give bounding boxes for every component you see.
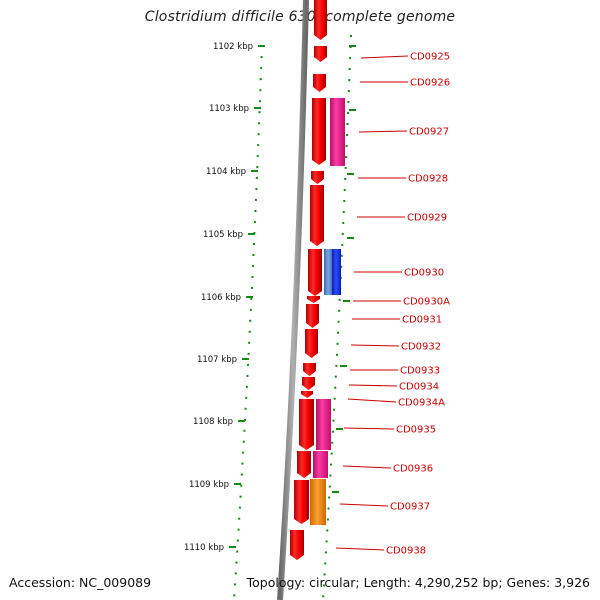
gene-arrow[interactable] <box>303 363 316 376</box>
label-leader-line <box>350 344 400 347</box>
scale-tick-label: 1105 kbp <box>203 230 243 240</box>
gene-label[interactable]: CD0929 <box>407 213 447 224</box>
gene-arrow[interactable] <box>294 480 309 524</box>
gene-label[interactable]: CD0930A <box>403 297 450 308</box>
gene-label[interactable]: CD0934A <box>398 398 445 409</box>
label-leader-lines <box>335 55 409 551</box>
gene-arrow[interactable] <box>308 249 322 296</box>
gene-label[interactable]: CD0930 <box>404 268 444 279</box>
gene-arrow[interactable] <box>312 98 326 165</box>
scale-tick-label: 1109 kbp <box>189 480 229 490</box>
gene-arrow[interactable] <box>311 171 324 184</box>
gene-arrow[interactable] <box>307 296 320 303</box>
gene-arrow[interactable] <box>314 46 327 62</box>
map-title: Clostridium difficile 630, complete geno… <box>144 9 456 25</box>
label-leader-line <box>342 465 392 469</box>
gene-block[interactable] <box>316 399 331 450</box>
gene-label[interactable]: CD0933 <box>400 366 440 377</box>
scale-tick-label: 1104 kbp <box>206 167 246 177</box>
genome-summary-text: Topology: circular; Length: 4,290,252 bp… <box>246 575 590 590</box>
scale-ticks: 1102 kbp 1103 kbp 1104 kbp 1105 kbp 1106 kbp… <box>184 42 265 553</box>
gene-block[interactable] <box>332 249 341 295</box>
gene-block[interactable] <box>310 479 326 525</box>
accession-text: Accession: NC_009089 <box>9 575 152 590</box>
gene-label[interactable]: CD0936 <box>393 464 433 475</box>
gene-block[interactable] <box>324 249 333 295</box>
label-leader-line <box>343 427 395 430</box>
gene-label[interactable]: CD0927 <box>409 127 449 138</box>
gene-arrow[interactable] <box>313 74 326 92</box>
gene-arrow[interactable] <box>310 185 324 246</box>
label-leader-line <box>348 384 398 387</box>
scale-tick-label: 1102 kbp <box>213 42 253 52</box>
genome-backbone <box>277 0 309 600</box>
gene-label[interactable]: CD0931 <box>402 315 442 326</box>
gene-arrow[interactable] <box>290 530 304 560</box>
scale-tick-label: 1103 kbp <box>209 104 249 114</box>
gene-arrow[interactable] <box>302 377 315 390</box>
inner-ring-ticks <box>332 45 356 493</box>
gene-label[interactable]: CD0928 <box>408 174 448 185</box>
gene-label[interactable]: CD0934 <box>399 382 439 393</box>
label-leader-line <box>360 55 409 59</box>
label-leader-line <box>358 130 408 133</box>
gene-arrow[interactable] <box>301 391 313 398</box>
gene-arrow[interactable] <box>314 0 327 40</box>
gene-label[interactable]: CD0932 <box>401 342 441 353</box>
scale-tick-label: 1106 kbp <box>201 293 241 303</box>
scale-tick-label: 1107 kbp <box>197 355 237 365</box>
gene-label[interactable]: CD0937 <box>390 502 430 513</box>
gene-label[interactable]: CD0925 <box>410 52 450 63</box>
label-leader-line <box>347 398 397 403</box>
gene-arrow[interactable] <box>299 399 314 450</box>
label-leader-line <box>339 503 389 507</box>
gene-labels: CD0925 CD0926 CD0927 CD0928 CD0929 CD0930 CD09… <box>386 52 450 557</box>
gene-arrow[interactable] <box>305 329 318 358</box>
gene-arrow[interactable] <box>306 304 319 328</box>
gene-block[interactable] <box>313 451 328 478</box>
gene-label[interactable]: CD0935 <box>396 425 436 436</box>
gene-features <box>290 0 345 560</box>
outer-scale-ring <box>233 44 263 600</box>
scale-tick-label: 1108 kbp <box>193 417 233 427</box>
gene-label[interactable]: CD0926 <box>410 78 450 89</box>
gene-block[interactable] <box>330 98 345 166</box>
label-leader-line <box>335 547 385 551</box>
scale-tick-label: 1110 kbp <box>184 543 224 553</box>
gene-label[interactable]: CD0938 <box>386 546 426 557</box>
gene-arrow[interactable] <box>297 451 311 478</box>
